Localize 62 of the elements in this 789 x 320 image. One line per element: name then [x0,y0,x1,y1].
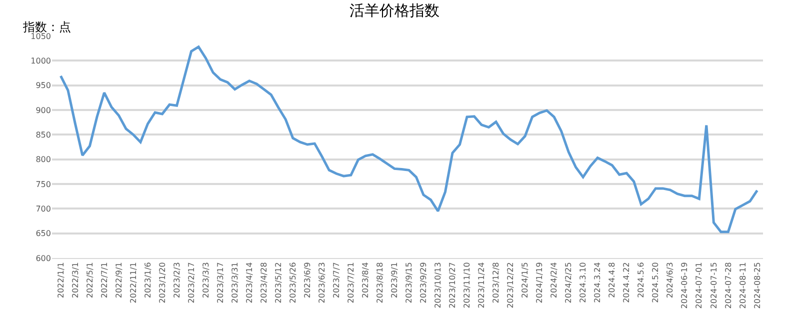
x-tick-label: 2024-07-01 [694,262,704,309]
x-tick-label: 2023/6/23 [317,262,326,304]
y-tick-label: 750 [36,180,51,189]
x-tick-label: 2024-07-15 [709,262,718,309]
x-tick-label: 2023/8/18 [376,262,385,304]
x-tick-label: 2024-06-19 [680,262,690,309]
x-tick-label: 2024.5.20 [651,262,660,303]
x-tick-label: 2024.5.6 [636,262,646,298]
x-tick-label: 2023/10/27 [448,262,458,308]
x-tick-label: 2023/1/6 [143,262,152,298]
y-tick-label: 1000 [30,56,51,66]
x-tick-label: 2023/10/13 [434,262,443,308]
line-series [59,46,758,234]
x-tick-label: 2023/4/28 [259,262,268,304]
x-tick-label: 2022/7/1 [100,262,109,298]
y-tick-label: 700 [36,204,51,214]
x-tick-label: 2023/9/1 [390,262,400,298]
x-tick-label: 2023/3/17 [216,262,225,304]
x-tick-label: 2023/6/9 [302,262,312,298]
x-tick-label: 2023/7/21 [346,262,356,304]
y-tick-label: 850 [36,130,51,140]
y-tick-label: 650 [36,229,51,238]
x-tick-label: 2023/8/4 [361,262,370,298]
x-tick-label: 2023/5/26 [288,262,298,304]
x-tick-label: 2024/1/19 [535,262,544,304]
x-tick-label: 2022/5/1 [85,262,94,298]
x-tick-label: 2022/9/1 [114,262,124,298]
x-tick-label: 2023/12/22 [506,262,516,308]
x-tick-label: 2023/3/31 [230,262,240,304]
x-tick-label: 2023/2/3 [172,262,182,298]
x-tick-label: 2024.4.22 [622,262,632,303]
x-tick-label: 2024/1/5 [520,262,530,298]
x-tick-label: 2023/11/10 [462,262,472,308]
y-tick-label: 600 [36,254,51,263]
y-axis-title: 指数：点 [22,20,71,34]
x-tick-label: 2023/9/15 [404,262,414,304]
y-tick-label: 900 [36,106,51,115]
x-tick-label: 2024-08-25 [752,262,762,309]
x-tick-label: 2024/6/3 [666,262,675,298]
x-tick-label: 2023/12/8 [492,262,501,304]
x-tick-label: 2022/3/1 [70,262,80,298]
y-tick-label: 950 [36,81,51,90]
x-tick-label: 2023/1/20 [158,262,167,304]
x-tick-label: 2023/9/29 [419,262,428,304]
x-tick-label: 2023/11/24 [477,262,486,308]
y-tick-label: 800 [36,155,51,164]
chart-title: 活羊价格指数 [350,1,440,20]
x-tick-label: 2023/5/12 [274,262,283,304]
x-tick-label: 2022/1/1 [56,262,66,298]
y-tick-label: 1050 [30,32,51,41]
x-tick-label: 2023/7/7 [332,262,341,298]
x-tick-label: 2024.4.8 [608,262,617,298]
x-tick-label: 2024/2/4 [550,262,559,298]
x-tick-label: 2024.3.10 [578,262,588,303]
x-tick-label: 2024/2/25 [564,262,574,304]
x-tick-label: 2024-08-11 [738,262,748,309]
x-tick-label: 2023/2/17 [186,262,196,304]
x-tick-label: 2024-07-28 [724,262,733,309]
x-tick-label: 2022/11/1 [128,262,138,304]
x-tick-label: 2023/4/14 [244,262,254,304]
x-tick-label: 2023/3/3 [201,262,210,298]
x-tick-label: 2024.3.24 [593,262,602,303]
